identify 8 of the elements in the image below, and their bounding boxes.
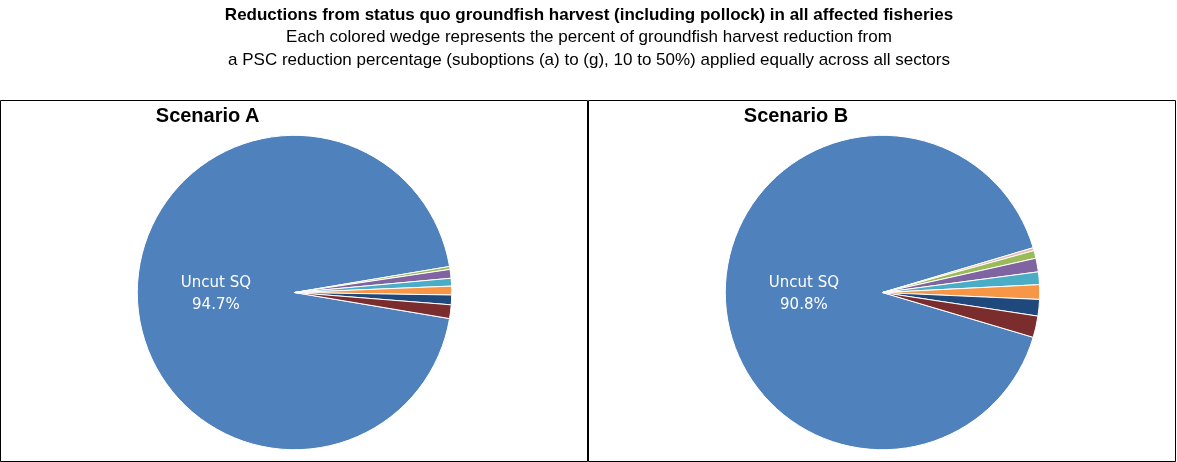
chart-title: Scenario A — [155, 103, 260, 126]
data-label: 94.7% — [192, 294, 240, 313]
slice-label: Uncut SQ — [180, 272, 251, 291]
data-label: 90.8% — [780, 294, 828, 313]
chart-title: Scenario B — [743, 103, 849, 126]
text: Reductions from status quo groundfish harvest (including pollock) in all affected fisheries — [224, 4, 954, 24]
text: Each colored wedge represents the percent of groundfish harvest reduction from a PSC reduction percentage (suboptions (a) to (g), 10 to 50%) applied equally across all sectors — [228, 26, 950, 70]
slice-label: Uncut SQ — [768, 272, 839, 291]
